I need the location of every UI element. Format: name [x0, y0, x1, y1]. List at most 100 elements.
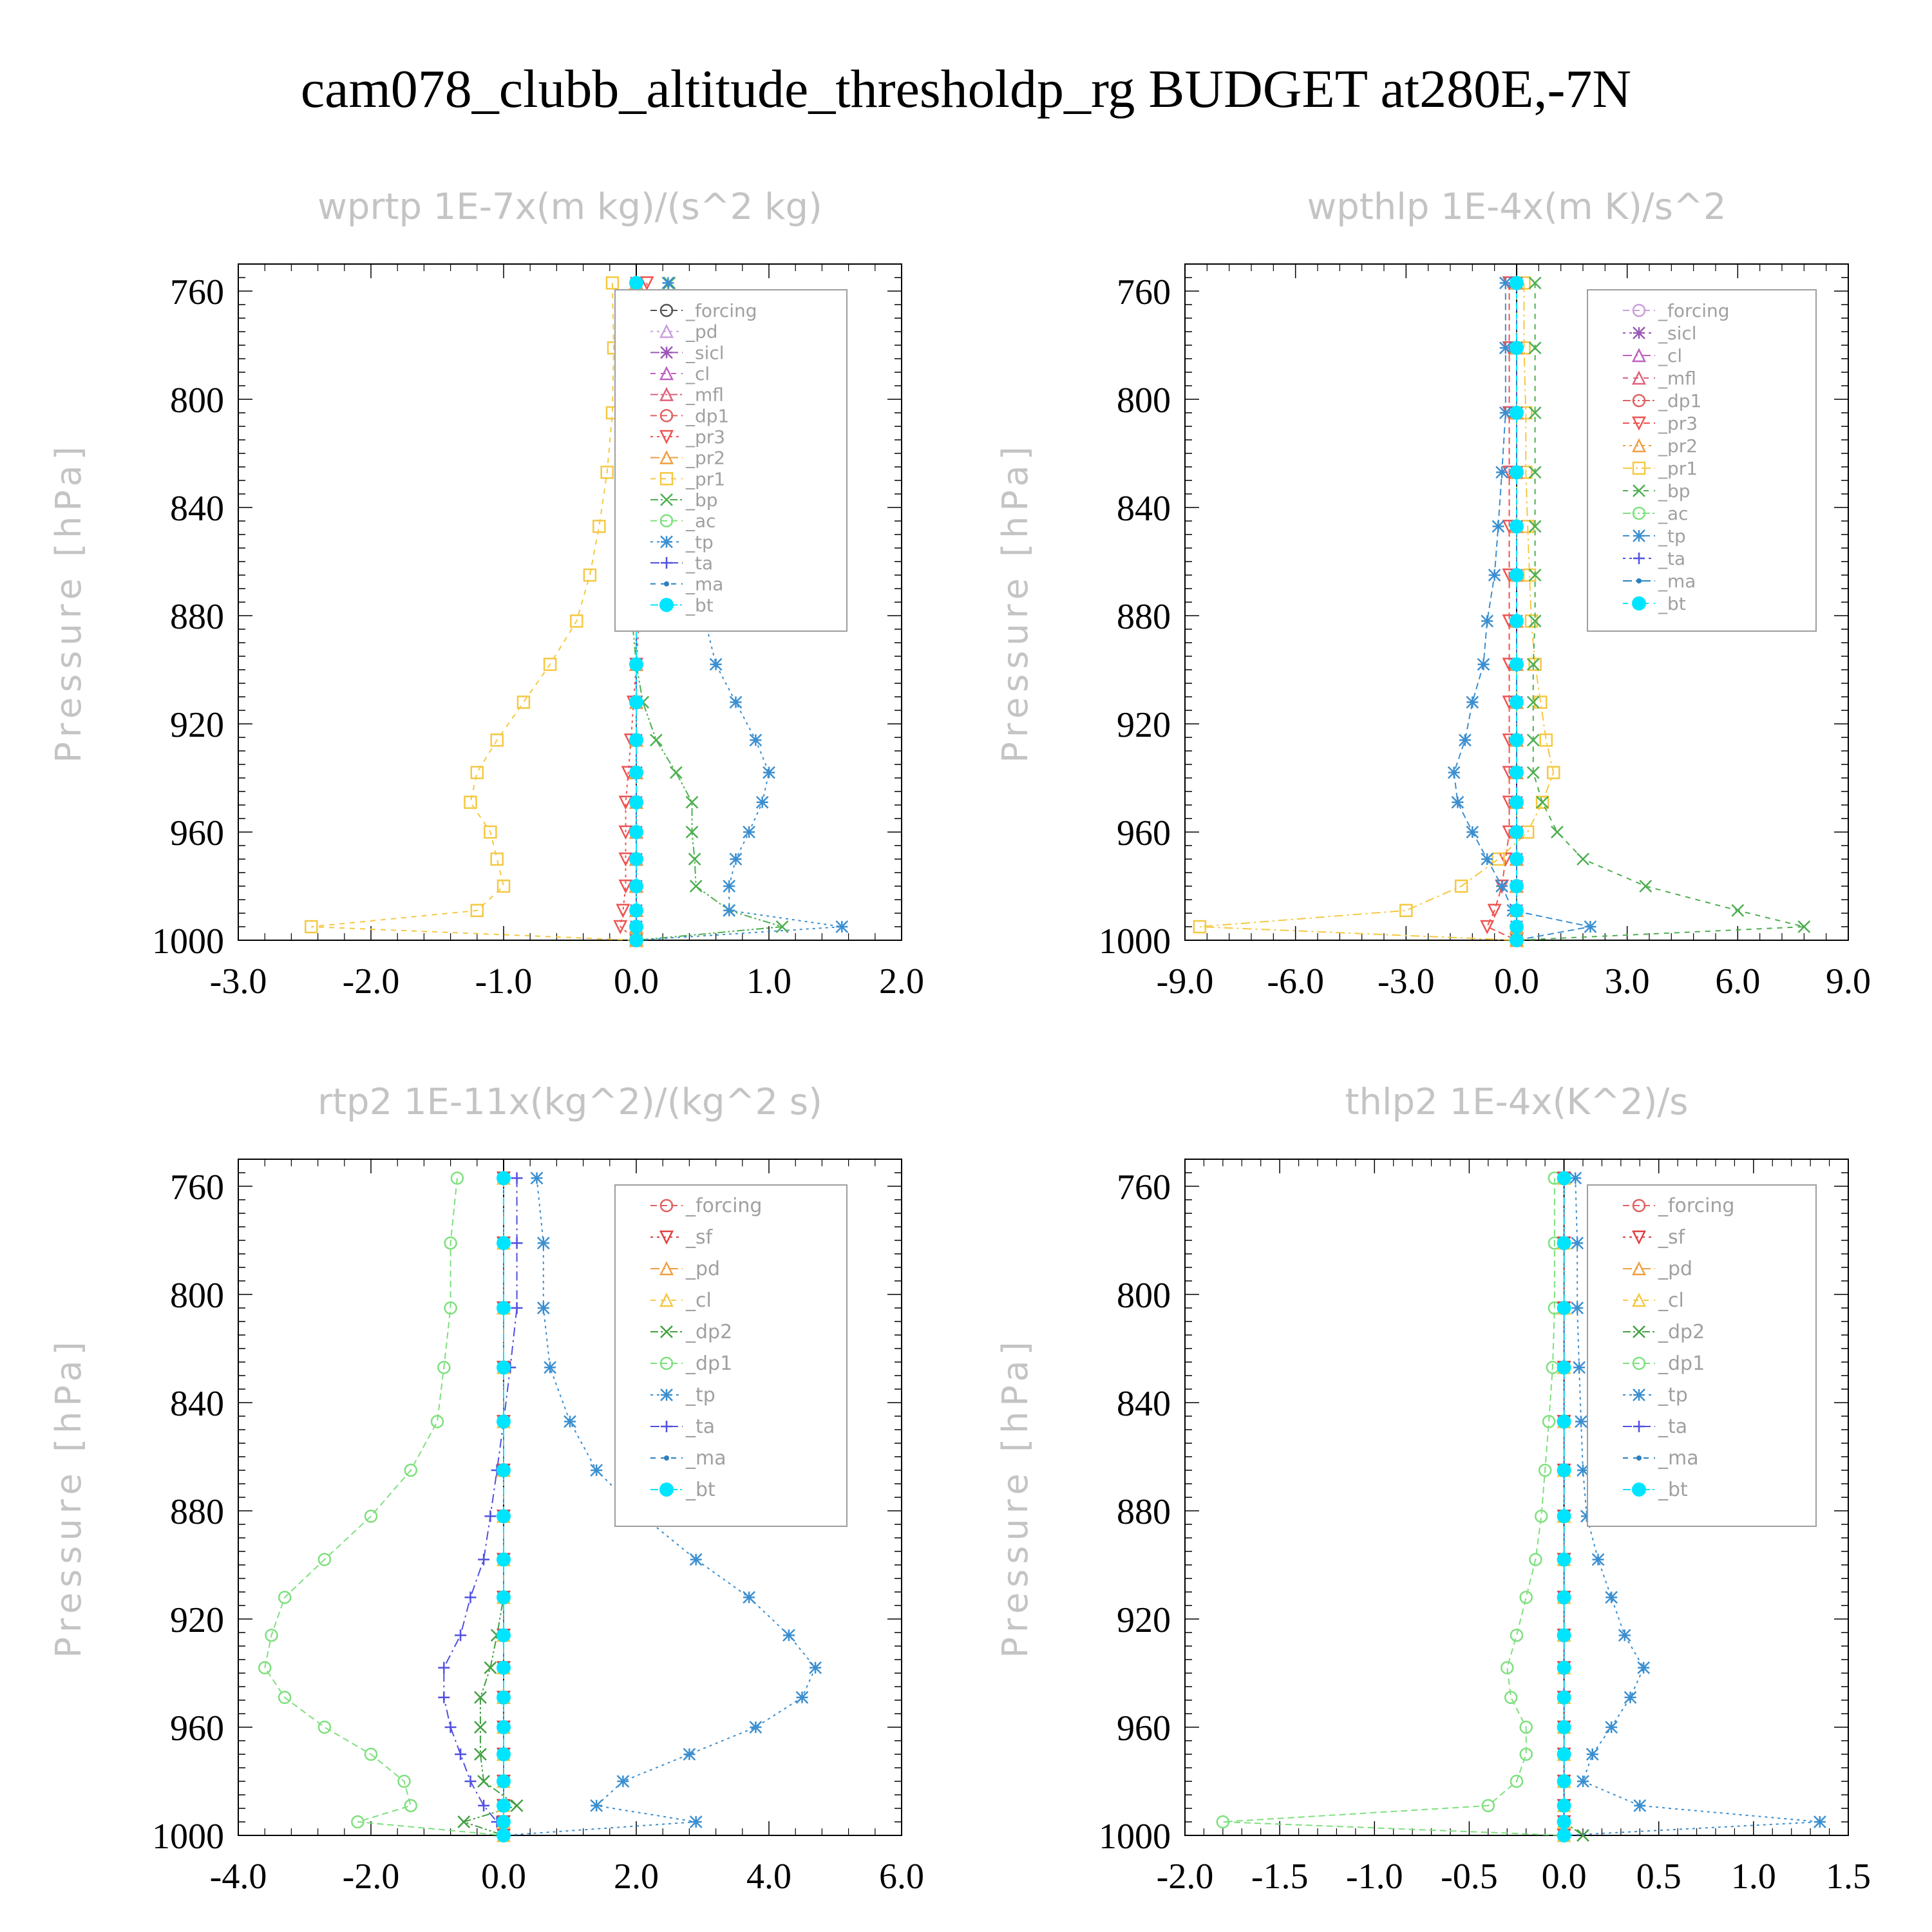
x-tick-label: 0.0	[1542, 1857, 1587, 1897]
data-point	[478, 1799, 490, 1812]
y-tick-label: 800	[1117, 1276, 1171, 1316]
data-point	[1571, 1236, 1584, 1250]
x-tick-label: 0.0	[1494, 961, 1539, 1001]
legend-entry: _pd	[685, 321, 718, 343]
legend-marker	[660, 535, 673, 549]
data-point	[629, 879, 643, 893]
data-point	[1571, 1302, 1584, 1314]
data-point	[1526, 696, 1540, 709]
x-tick-label: -2.0	[1157, 1857, 1214, 1897]
data-point	[1510, 695, 1524, 710]
data-point	[1510, 765, 1524, 780]
data-point	[1538, 1463, 1552, 1477]
series-pr1	[1193, 276, 1560, 947]
legend-entry: _forcing	[1658, 300, 1730, 321]
data-point	[265, 1628, 278, 1642]
data-point	[1510, 903, 1524, 918]
data-point	[1577, 1829, 1589, 1842]
data-point	[455, 1629, 467, 1642]
legend-marker	[1636, 1455, 1642, 1461]
legend-marker	[659, 1230, 674, 1245]
data-point	[484, 825, 497, 839]
legend-marker	[659, 472, 674, 486]
data-point	[1528, 658, 1542, 671]
x-tick-label: -3.0	[210, 961, 267, 1001]
legend-marker	[1631, 1230, 1647, 1245]
data-point	[685, 795, 699, 809]
y-axis-label: Pressure [hPa]	[995, 441, 1036, 762]
data-point	[437, 1361, 451, 1374]
data-point	[1510, 879, 1524, 893]
legend-marker	[661, 1421, 672, 1432]
data-point	[775, 920, 789, 933]
data-point	[639, 276, 654, 291]
data-point	[743, 1591, 755, 1604]
data-point	[278, 1690, 292, 1705]
data-point	[689, 1815, 703, 1828]
legend-entry: _dp1	[685, 405, 729, 426]
data-point	[1813, 1815, 1826, 1828]
data-point	[749, 734, 762, 747]
data-point	[1535, 1510, 1548, 1523]
legend-marker	[660, 493, 673, 506]
data-point	[723, 904, 736, 917]
data-point	[258, 1661, 272, 1674]
series-bt	[1557, 1171, 1571, 1842]
data-point	[470, 904, 484, 918]
data-point	[464, 795, 477, 810]
x-tick-label: 2.0	[614, 1857, 659, 1897]
data-point	[743, 826, 755, 838]
y-tick-label: 1000	[1099, 922, 1171, 961]
data-point	[497, 1628, 511, 1643]
x-tick-label: 0.0	[481, 1857, 526, 1897]
x-tick-label: -1.0	[1346, 1857, 1403, 1897]
data-point	[1529, 1553, 1542, 1566]
y-tick-label: 760	[1117, 1168, 1171, 1208]
data-point	[1557, 1815, 1571, 1829]
series-line	[461, 1178, 518, 1836]
legend-entry: _ta	[685, 553, 713, 574]
data-point	[516, 696, 531, 709]
series-bp	[1510, 276, 1811, 947]
data-point	[1557, 1552, 1571, 1567]
data-point	[1519, 1591, 1533, 1604]
y-tick-label: 760	[1117, 272, 1171, 312]
legend: _forcing_pd_sicl_cl_mfl_dp1_pr3_pr2_pr1_…	[614, 289, 848, 632]
data-point	[629, 657, 643, 672]
legend-entry: _sf	[685, 1226, 714, 1249]
legend-entry: _bt	[685, 594, 714, 616]
legend-entry: _cl	[1658, 1289, 1684, 1312]
data-point	[1481, 614, 1494, 628]
data-point	[497, 1414, 511, 1429]
legend-marker	[1632, 506, 1646, 520]
y-tick-label: 880	[1117, 597, 1171, 637]
data-point	[497, 1690, 511, 1705]
data-point	[278, 1591, 292, 1604]
data-point	[629, 920, 643, 934]
y-tick-label: 880	[170, 597, 224, 637]
data-point	[629, 933, 643, 947]
data-point	[629, 825, 643, 839]
series-line	[1516, 283, 1804, 941]
y-tick-label: 800	[170, 381, 224, 421]
legend-entry: _forcing	[685, 1195, 762, 1217]
legend-marker	[1632, 1356, 1646, 1370]
series-tp	[1447, 276, 1597, 947]
y-tick-label: 920	[1117, 1600, 1171, 1640]
data-point	[1510, 276, 1524, 290]
legend-marker	[1633, 1421, 1645, 1432]
data-point	[404, 1799, 418, 1813]
legend-entry: _tp	[1658, 526, 1686, 547]
legend-marker	[659, 450, 674, 464]
legend-marker	[1632, 393, 1646, 408]
data-point	[511, 1302, 523, 1314]
x-tick-label: -2.0	[343, 961, 400, 1001]
series-line	[1199, 283, 1555, 941]
legend-entry: _ma	[685, 574, 723, 595]
legend-marker	[1633, 1388, 1645, 1401]
data-point	[729, 853, 743, 866]
data-point	[1451, 795, 1464, 809]
panel-3: rtp2 1E-11x(kg^2)/(kg^2 s) Pressure [hPa]…	[48, 1081, 924, 1897]
data-point	[1575, 1415, 1587, 1428]
data-point	[1557, 1660, 1571, 1675]
